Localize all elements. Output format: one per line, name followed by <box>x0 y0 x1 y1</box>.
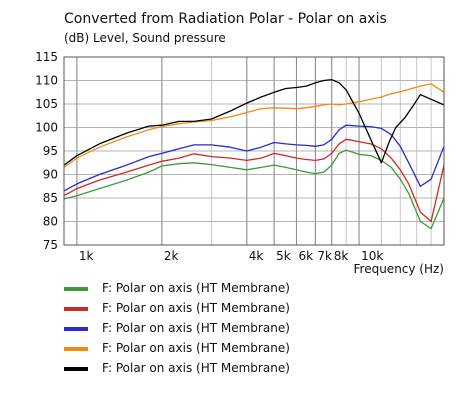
legend-swatch <box>64 307 88 311</box>
y-tick-label: 105 <box>35 97 58 111</box>
x-tick-label: 10k <box>361 249 383 263</box>
legend: F: Polar on axis (HT Membrane) F: Polar o… <box>64 281 364 381</box>
y-tick-label: 110 <box>35 74 58 88</box>
legend-item: F: Polar on axis (HT Membrane) <box>64 281 364 301</box>
legend-label: F: Polar on axis (HT Membrane) <box>102 301 290 315</box>
legend-swatch <box>64 327 88 331</box>
legend-item: F: Polar on axis (HT Membrane) <box>64 321 364 341</box>
legend-swatch <box>64 347 88 351</box>
x-tick-label: 8k <box>334 249 349 263</box>
legend-item: F: Polar on axis (HT Membrane) <box>64 361 364 381</box>
legend-swatch <box>64 367 88 371</box>
plot-frame <box>63 56 445 246</box>
y-axis-label: (dB) Level, Sound pressure <box>64 31 226 45</box>
y-tick-label: 100 <box>35 121 58 135</box>
x-tick-label: 2k <box>164 249 179 263</box>
y-tick-label: 75 <box>43 238 58 252</box>
series-line-5 <box>63 78 445 166</box>
y-tick-label: 95 <box>43 144 58 158</box>
legend-label: F: Polar on axis (HT Membrane) <box>102 341 290 355</box>
x-axis-label: Frequency (Hz) <box>354 262 445 276</box>
x-tick-label: 5k <box>276 249 291 263</box>
x-tick-label: 1k <box>79 249 94 263</box>
legend-item: F: Polar on axis (HT Membrane) <box>64 341 364 361</box>
legend-label: F: Polar on axis (HT Membrane) <box>102 361 290 375</box>
x-tick-label: 6k <box>298 249 313 263</box>
x-tick-label: 4k <box>249 249 264 263</box>
legend-label: F: Polar on axis (HT Membrane) <box>102 321 290 335</box>
y-tick-label: 80 <box>43 215 58 229</box>
y-tick-label: 115 <box>35 50 58 64</box>
series-line-4 <box>63 83 445 168</box>
series-line-1 <box>63 149 445 230</box>
chart-title: Converted from Radiation Polar - Polar o… <box>64 11 387 27</box>
legend-swatch <box>64 287 88 291</box>
series-line-2 <box>63 138 445 223</box>
legend-item: F: Polar on axis (HT Membrane) <box>64 301 364 321</box>
series-line-3 <box>63 124 445 192</box>
x-tick-label: 7k <box>317 249 332 263</box>
y-tick-label: 85 <box>43 191 58 205</box>
y-tick-label: 90 <box>43 168 58 182</box>
legend-label: F: Polar on axis (HT Membrane) <box>102 281 290 295</box>
